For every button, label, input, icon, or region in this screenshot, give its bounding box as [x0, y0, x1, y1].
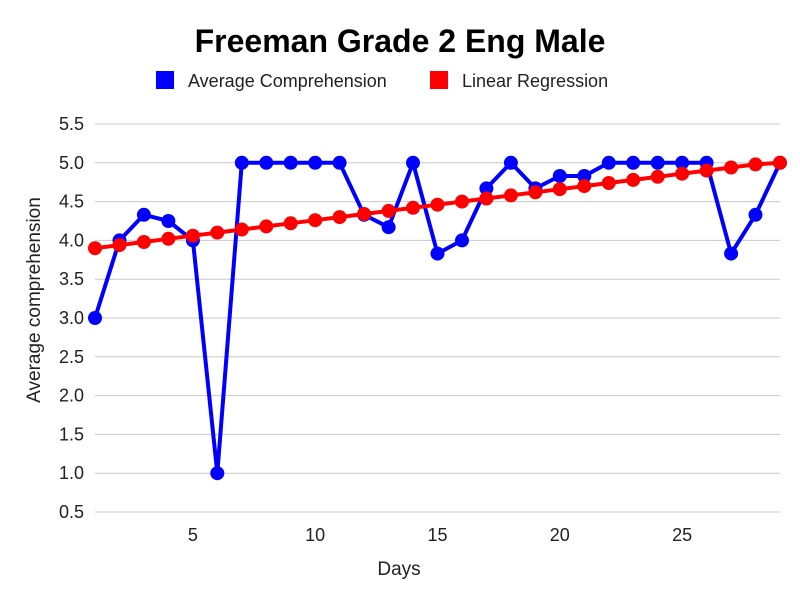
y-tick-label: 5.5 — [59, 114, 84, 134]
data-point-linear-regression — [136, 235, 151, 249]
data-point-linear-regression — [479, 191, 494, 206]
data-point-average-comprehension — [479, 181, 494, 196]
data-point-linear-regression — [210, 225, 225, 240]
x-tick-label: 10 — [305, 525, 325, 545]
data-point-linear-regression — [528, 185, 543, 200]
data-point-linear-regression — [773, 155, 787, 170]
data-point-average-comprehension — [601, 155, 616, 170]
data-point-average-comprehension — [406, 155, 420, 170]
x-tick-label: 15 — [427, 525, 447, 545]
x-tick-label: 25 — [672, 525, 692, 545]
data-point-linear-regression — [699, 163, 714, 178]
data-point-average-comprehension — [259, 155, 274, 170]
data-point-average-comprehension — [503, 155, 518, 170]
data-point-linear-regression — [332, 210, 347, 225]
legend-label-linear-regression: Linear Regression — [462, 71, 608, 91]
legend-swatch-average-comprehension — [156, 71, 174, 89]
data-point-average-comprehension — [552, 169, 567, 183]
data-point-average-comprehension — [88, 311, 102, 325]
data-point-linear-regression — [601, 176, 616, 190]
data-point-linear-regression — [406, 200, 420, 215]
data-point-linear-regression — [724, 160, 739, 175]
legend-label-average-comprehension: Average Comprehension — [188, 71, 387, 91]
data-point-average-comprehension — [308, 155, 323, 170]
y-tick-label: 3.5 — [59, 269, 84, 289]
data-point-average-comprehension — [283, 155, 298, 170]
y-axis-label: Average comprehension — [24, 197, 45, 403]
data-point-average-comprehension — [577, 169, 592, 183]
y-tick-label: 4.5 — [59, 192, 84, 212]
data-point-average-comprehension — [455, 233, 469, 248]
data-point-linear-regression — [381, 203, 396, 218]
y-tick-label: 2.0 — [59, 386, 84, 406]
data-point-linear-regression — [455, 194, 469, 209]
y-tick-label: 2.5 — [59, 347, 84, 367]
series-linear-regression — [88, 155, 787, 256]
data-point-average-comprehension — [136, 207, 151, 222]
data-point-average-comprehension — [332, 155, 347, 170]
data-point-average-comprehension — [161, 214, 176, 228]
data-point-average-comprehension — [430, 246, 445, 261]
x-tick-label: 20 — [550, 525, 570, 545]
data-point-average-comprehension — [626, 155, 641, 170]
data-point-linear-regression — [503, 188, 518, 203]
data-point-average-comprehension — [234, 155, 249, 170]
data-point-linear-regression — [626, 172, 641, 187]
y-tick-label: 1.0 — [59, 463, 84, 483]
x-axis-label: Days — [377, 559, 420, 580]
data-point-linear-regression — [357, 207, 372, 221]
y-tick-label: 5.0 — [59, 153, 84, 173]
data-point-linear-regression — [112, 238, 127, 253]
data-point-average-comprehension — [748, 207, 763, 222]
series-layer — [88, 155, 787, 481]
data-point-average-comprehension — [650, 155, 665, 170]
x-axis-ticks: 5 10 15 20 25 — [188, 525, 692, 545]
x-tick-label: 5 — [188, 525, 198, 545]
y-tick-label: 4.0 — [59, 230, 84, 250]
data-point-average-comprehension — [724, 246, 739, 261]
data-point-average-comprehension — [381, 220, 396, 235]
data-point-linear-regression — [88, 241, 102, 256]
data-point-linear-regression — [675, 166, 690, 181]
y-tick-label: 1.5 — [59, 424, 84, 444]
legend-swatch-linear-regression — [430, 71, 448, 89]
data-point-linear-regression — [430, 197, 445, 212]
data-point-linear-regression — [577, 179, 592, 194]
data-point-average-comprehension — [210, 466, 225, 481]
gridlines — [95, 123, 780, 513]
data-point-linear-regression — [259, 219, 274, 234]
data-point-linear-regression — [552, 182, 567, 197]
data-point-linear-regression — [308, 213, 323, 228]
y-tick-label: 0.5 — [59, 502, 84, 522]
data-point-linear-regression — [748, 157, 763, 172]
legend: Average Comprehension Linear Regression — [156, 71, 608, 91]
chart-title: Freeman Grade 2 Eng Male — [195, 23, 606, 59]
data-point-average-comprehension — [675, 155, 690, 170]
data-point-linear-regression — [234, 222, 249, 237]
data-point-linear-regression — [283, 216, 298, 231]
y-tick-label: 3.0 — [59, 308, 84, 328]
y-axis-ticks: 0.5 1.0 1.5 2.0 2.5 3.0 3.5 4.0 4.5 5.0 5.5 — [59, 114, 84, 522]
data-point-linear-regression — [185, 228, 200, 243]
data-point-linear-regression — [650, 169, 665, 184]
data-point-linear-regression — [161, 231, 176, 246]
